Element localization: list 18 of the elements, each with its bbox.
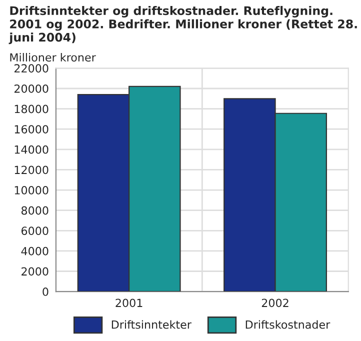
x-tick-label: 2002 xyxy=(262,298,288,308)
y-tick-label: 20000 xyxy=(14,84,48,93)
y-tick-label: 16000 xyxy=(14,125,48,134)
legend-label: Driftsinntekter xyxy=(112,320,192,329)
y-tick-label: 2000 xyxy=(22,267,48,276)
y-tick-label: 8000 xyxy=(21,206,48,215)
y-tick-label: 18000 xyxy=(14,104,48,114)
y-tick-label: 10000 xyxy=(14,186,48,194)
y-tick-label: 4000 xyxy=(21,246,48,256)
y-tick-label: 12000 xyxy=(14,166,48,174)
y-tick-label: 6000 xyxy=(22,226,48,236)
y-tick-label: 14000 xyxy=(14,145,48,154)
x-tick-label: 2001 xyxy=(116,298,142,308)
legend-label: Driftskostnader xyxy=(246,320,330,329)
chart-title: Driftsinntekter og driftskostnader. Ruteflygning. 2001 og 2002. Bedrifter. Millioner kroner (Rettet 28. juni 2004) xyxy=(8,6,357,44)
y-tick-label: 22000 xyxy=(14,64,48,73)
y-tick-label: 0 xyxy=(42,288,48,296)
y-axis-title: Millioner kroner xyxy=(10,52,96,62)
